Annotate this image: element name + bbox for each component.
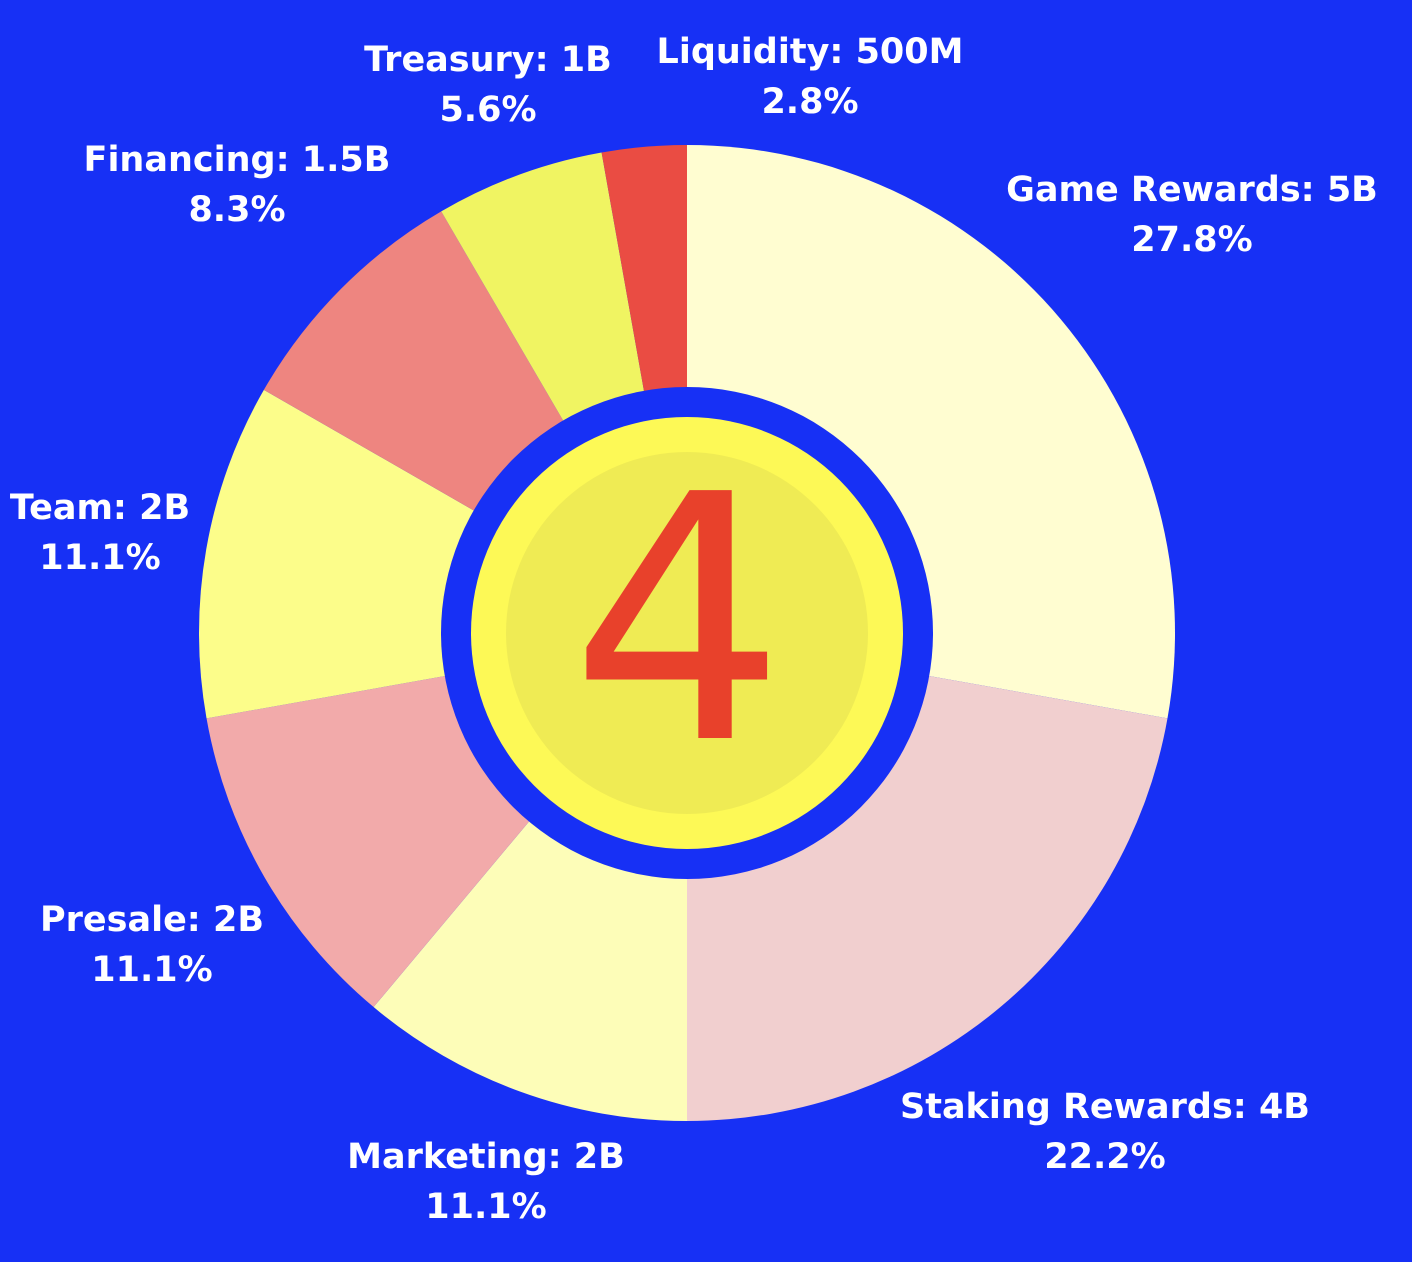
slice-name-amount: Game Rewards: 5B xyxy=(1006,170,1378,210)
slice-label-staking-rewards: Staking Rewards: 4B 22.2% xyxy=(900,1082,1310,1182)
slice-percent: 27.8% xyxy=(1131,220,1253,260)
slice-percent: 8.3% xyxy=(188,190,286,230)
center-coin: 4 xyxy=(441,387,933,879)
slice-name-amount: Marketing: 2B xyxy=(347,1137,625,1177)
slice-percent: 11.1% xyxy=(39,538,161,578)
slice-label-team: Team: 2B 11.1% xyxy=(10,483,190,583)
slice-percent: 11.1% xyxy=(425,1187,547,1227)
slice-label-presale: Presale: 2B 11.1% xyxy=(40,895,264,995)
slice-percent: 2.8% xyxy=(761,82,859,122)
slice-label-marketing: Marketing: 2B 11.1% xyxy=(347,1132,625,1232)
slice-label-liquidity: Liquidity: 500M 2.8% xyxy=(657,27,964,127)
slice-name-amount: Liquidity: 500M xyxy=(656,32,964,72)
slice-name-amount: Team: 2B xyxy=(9,488,191,528)
slice-label-treasury: Treasury: 1B 5.6% xyxy=(364,35,612,135)
slice-label-financing: Financing: 1.5B 8.3% xyxy=(84,135,391,235)
slice-name-amount: Financing: 1.5B xyxy=(83,140,391,180)
center-digit: 4 xyxy=(570,423,786,819)
slice-percent: 22.2% xyxy=(1044,1137,1166,1177)
slice-percent: 5.6% xyxy=(439,90,537,130)
slice-name-amount: Presale: 2B xyxy=(39,900,265,940)
center-coin-inner xyxy=(506,452,868,814)
slice-name-amount: Staking Rewards: 4B xyxy=(900,1087,1310,1127)
slice-label-game-rewards: Game Rewards: 5B 27.8% xyxy=(1006,165,1378,265)
slice-name-amount: Treasury: 1B xyxy=(364,40,612,80)
slice-percent: 11.1% xyxy=(91,950,213,990)
